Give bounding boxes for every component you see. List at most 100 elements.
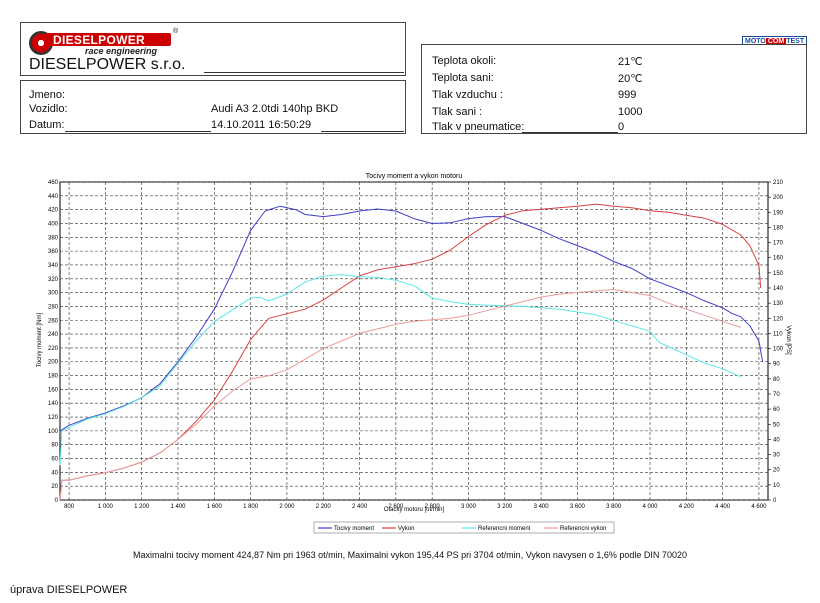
y-left-tick-label: 380 [48, 235, 59, 241]
y-left-tick-label: 460 [48, 180, 59, 186]
chart-legend: Tocivy moment Vykon Referencni moment Refer… [313, 521, 615, 534]
x-tick-label: 2 200 [316, 504, 332, 510]
x-tick-label: 3 800 [606, 504, 622, 510]
dyno-chart: 0204060801001201401601802002202402602803… [37, 173, 791, 534]
company-name: DIESELPOWER s.r.o. [29, 56, 186, 73]
y-right-tick-label: 120 [773, 316, 784, 322]
footer-note: úprava DIESELPOWER [10, 584, 128, 596]
x-tick-label: 3 600 [570, 504, 586, 510]
date-label: Datum: [29, 119, 65, 131]
intake-temp-label: Teplota sani: [432, 72, 494, 84]
y-right-tick-label: 50 [773, 422, 780, 428]
legend-label: Tocivy moment [334, 526, 374, 532]
x-tick-label: 3 000 [461, 504, 477, 510]
dieselpower-logo: DIESELPOWER race engineering ® [29, 28, 178, 56]
y-right-tick-label: 70 [773, 392, 780, 398]
conditions-box: Teplota okoli: 21℃ Teplota sani: 20℃ Tla… [421, 44, 807, 134]
y-left-tick-label: 180 [48, 374, 59, 380]
x-tick-label: 4 000 [642, 504, 658, 510]
y-left-tick-label: 40 [51, 470, 58, 476]
air-pressure-value: 999 [618, 89, 637, 101]
y-left-tick-label: 420 [48, 208, 59, 214]
logo-text: DIESELPOWER [53, 33, 145, 47]
x-tick-label: 2 400 [352, 504, 368, 510]
y-right-tick-label: 210 [773, 180, 784, 186]
x-tick-label: 800 [64, 504, 75, 510]
tire-pressure-value: 0 [618, 121, 625, 133]
y-right-tick-label: 160 [773, 256, 784, 262]
ambient-temp-label: Teplota okoli: [432, 55, 497, 67]
y-right-tick-label: 0 [773, 498, 777, 504]
air-pressure-label: Tlak vzduchu : [432, 89, 503, 101]
intake-pressure-value: 1000 [618, 106, 643, 118]
y-left-tick-label: 320 [48, 277, 59, 283]
y-right-tick-label: 10 [773, 483, 780, 489]
legend-label: Referencni moment [478, 526, 531, 532]
company-header-box: DIESELPOWER race engineering ® DIESELPOW… [20, 22, 406, 76]
y-left-tick-label: 280 [48, 304, 59, 310]
x-tick-label: 2 800 [425, 504, 441, 510]
x-tick-label: 4 200 [679, 504, 695, 510]
y-left-tick-label: 160 [48, 387, 59, 393]
vehicle-value: Audi A3 2.0tdi 140hp BKD [211, 103, 339, 115]
y-right-tick-label: 200 [773, 195, 784, 201]
date-value: 14.10.2011 16:50:29 [211, 119, 312, 131]
y-left-tick-label: 120 [48, 415, 59, 421]
y-left-tick-label: 200 [48, 360, 59, 366]
y-left-tick-label: 260 [48, 318, 59, 324]
y-left-tick-label: 440 [48, 194, 59, 200]
y-right-tick-label: 110 [773, 331, 783, 337]
tire-pressure-label: Tlak v pneumatice: [432, 121, 525, 133]
chart-title: Tocivy moment a vykon motoru [366, 173, 463, 180]
y-right-tick-label: 130 [773, 301, 784, 307]
y-right-tick-label: 30 [773, 453, 780, 459]
y-right-tick-label: 40 [773, 437, 780, 443]
legend-label: Referencni vykon [560, 526, 606, 532]
x-tick-label: 4 600 [751, 504, 767, 510]
intake-temp-value: 20℃ [618, 73, 643, 85]
vehicle-label: Vozidlo: [29, 103, 68, 115]
y-right-tick-label: 80 [773, 377, 780, 383]
y-left-tick-label: 360 [48, 249, 59, 255]
x-tick-label: 4 400 [715, 504, 731, 510]
ambient-temp-value: 21℃ [618, 56, 643, 68]
logo-tagline: race engineering [85, 46, 158, 56]
y-right-tick-label: 60 [773, 407, 780, 413]
series-line-referencni-moment [59, 274, 742, 466]
y-left-tick-label: 20 [51, 484, 58, 490]
x-tick-label: 1 600 [207, 504, 223, 510]
y-right-tick-label: 150 [773, 271, 784, 277]
y-right-tick-label: 20 [773, 468, 780, 474]
intake-pressure-label: Tlak sani : [432, 106, 483, 118]
y-left-tick-label: 400 [48, 221, 59, 227]
y-right-tick-label: 90 [773, 362, 780, 368]
name-label: Jmeno: [29, 89, 66, 101]
x-axis-label: Otacky motoru [ot/min] [384, 507, 445, 513]
y-left-tick-label: 340 [48, 263, 59, 269]
y-right-tick-label: 170 [773, 241, 784, 247]
x-tick-label: 3 200 [497, 504, 513, 510]
y-left-tick-label: 100 [48, 429, 59, 435]
legend-label: Vykon [398, 526, 414, 532]
x-tick-label: 1 000 [98, 504, 114, 510]
y-axis-right-label: Vykon [PS] [785, 325, 791, 355]
y-right-tick-label: 140 [773, 286, 784, 292]
vehicle-info-box: Jmeno: Vozidlo: Audi A3 2.0tdi 140hp BKD… [20, 80, 406, 134]
x-tick-label: 1 400 [170, 504, 186, 510]
y-right-tick-label: 100 [773, 347, 784, 353]
x-tick-label: 2 600 [388, 504, 404, 510]
x-tick-label: 1 200 [134, 504, 150, 510]
logo-registered-mark: ® [173, 28, 179, 35]
x-tick-label: 3 400 [534, 504, 550, 510]
y-left-tick-label: 220 [48, 346, 59, 352]
y-left-tick-label: 60 [51, 457, 58, 463]
series-line-tocivy-moment [59, 205, 764, 432]
y-left-tick-label: 300 [48, 291, 59, 297]
series-line-referencni-vykon [59, 289, 741, 501]
y-axis-left-label: Tocivy moment [Nm] [37, 312, 43, 367]
max-values-summary: Maximalni tocivy moment 424,87 Nm pri 19… [133, 550, 687, 560]
y-left-tick-label: 0 [55, 498, 59, 504]
y-right-tick-label: 180 [773, 225, 784, 231]
x-tick-label: 2 000 [279, 504, 295, 510]
y-left-tick-label: 240 [48, 332, 59, 338]
